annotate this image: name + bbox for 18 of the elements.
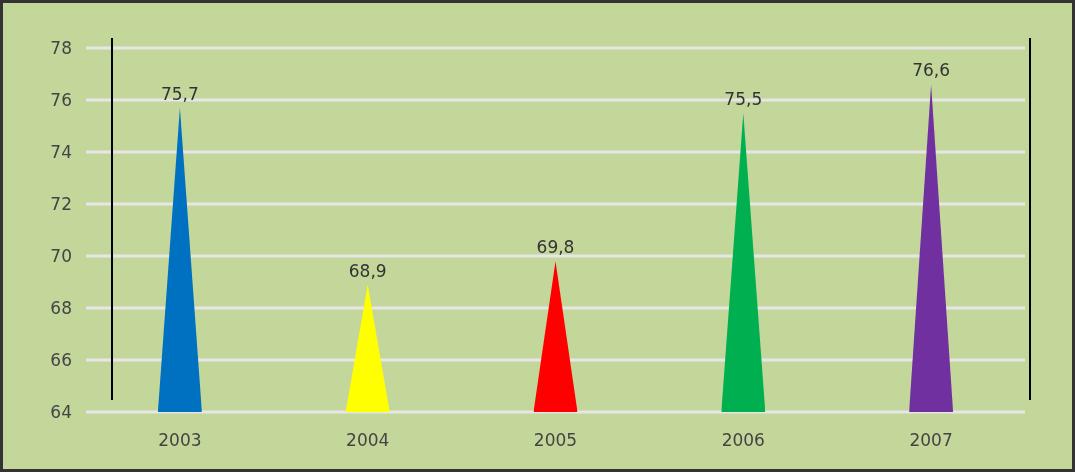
y-tick-label: 64	[50, 401, 72, 422]
data-label: 75,5	[724, 89, 763, 109]
y-tick-label: 76	[50, 89, 72, 110]
x-tick-label: 2006	[721, 430, 765, 450]
x-tick-label: 2004	[346, 430, 390, 450]
y-tick-label: 72	[50, 193, 72, 214]
data-label: 76,6	[912, 60, 951, 81]
y-tick-label: 68	[50, 297, 72, 318]
y-tick-label: 74	[50, 141, 72, 162]
y-tick-label: 78	[50, 37, 72, 58]
data-label: 68,9	[348, 260, 387, 281]
x-tick-label: 2007	[909, 430, 953, 450]
x-tick-label: 2003	[158, 430, 202, 450]
x-tick-label: 2005	[533, 430, 578, 450]
data-label: 69,8	[536, 237, 575, 258]
y-tick-label: 66	[50, 349, 72, 370]
y-tick-label: 70	[50, 245, 72, 266]
data-label: 75,7	[160, 83, 199, 104]
